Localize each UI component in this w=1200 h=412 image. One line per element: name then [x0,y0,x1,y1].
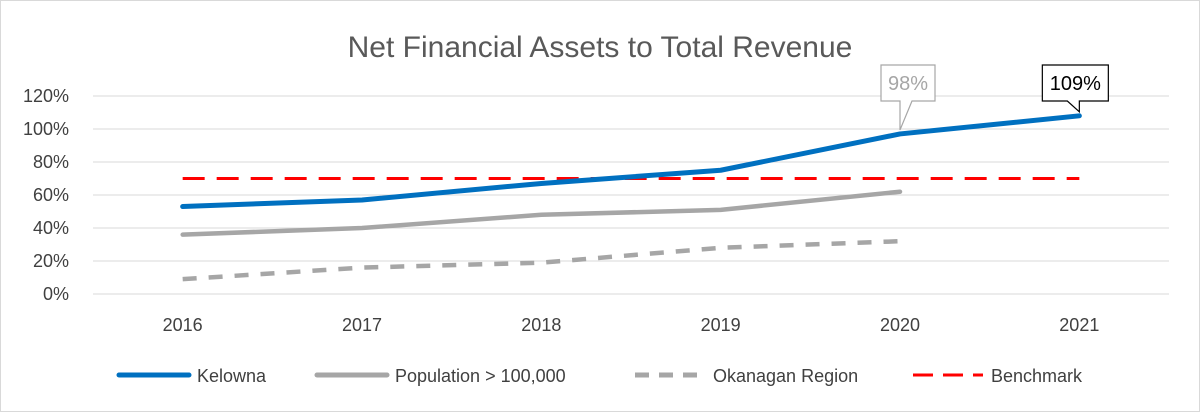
y-tick-label: 60% [33,185,69,205]
legend-label: Population > 100,000 [395,366,566,386]
legend-item-benchmark: Benchmark [913,366,1083,386]
legend-item-okanagan-region: Okanagan Region [635,366,858,386]
callout-label: 109% [1050,73,1101,95]
y-tick-label: 40% [33,218,69,238]
legend-item-kelowna: Kelowna [116,366,267,386]
callout-box [880,64,936,131]
y-tick-label: 120% [23,86,69,106]
chart-title: Net Financial Assets to Total Revenue [348,31,853,64]
y-tick-label: 0% [43,284,69,304]
callout-label: 98% [888,73,928,95]
data-callout: 109% [1041,64,1109,114]
x-tick-label: 2021 [1059,315,1099,335]
y-tick-label: 20% [33,251,69,271]
series-line-okanagan-region [182,238,901,282]
data-callouts: 98% 109% [880,64,1109,131]
legend-label: Benchmark [991,366,1083,386]
y-tick-label: 100% [23,119,69,139]
x-tick-label: 2019 [701,315,741,335]
legend-item-population-100-000: Population > 100,000 [314,366,566,386]
series-line-kelowna [180,113,1082,210]
y-tick-label: 80% [33,152,69,172]
series-line-population-100-000 [180,189,903,237]
x-tick-label: 2016 [163,315,203,335]
x-tick-label: 2018 [521,315,561,335]
callout-box [1041,64,1109,114]
legend: Kelowna Population > 100,000 Okanagan Regi… [116,366,1083,386]
gridlines [93,95,1169,295]
series-lines [180,113,1082,282]
x-axis-ticks: 2016 2017 2018 2019 2020 2021 [163,315,1100,335]
legend-label: Kelowna [197,366,267,386]
y-axis-ticks: 0% 20% 40% 60% 80% 100% 120% [23,86,69,304]
legend-label: Okanagan Region [713,366,858,386]
data-callout: 98% [880,64,936,131]
x-tick-label: 2020 [880,315,920,335]
x-tick-label: 2017 [342,315,382,335]
